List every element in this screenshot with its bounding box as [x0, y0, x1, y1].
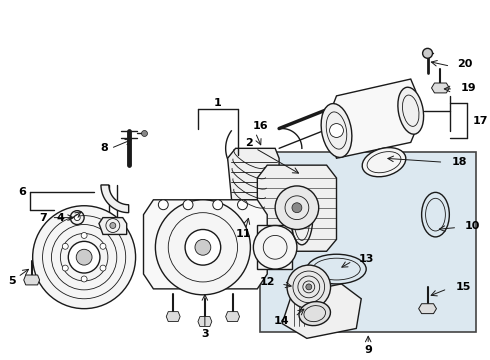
Text: 4: 4 — [56, 213, 64, 222]
Text: 18: 18 — [451, 157, 467, 167]
Circle shape — [43, 216, 126, 299]
Text: 11: 11 — [236, 229, 251, 239]
Circle shape — [292, 203, 302, 213]
Circle shape — [253, 225, 297, 269]
Circle shape — [81, 233, 87, 238]
Ellipse shape — [313, 258, 360, 280]
Circle shape — [158, 200, 168, 210]
Circle shape — [422, 48, 433, 58]
Text: 19: 19 — [460, 83, 476, 93]
Polygon shape — [282, 284, 361, 338]
Text: 14: 14 — [273, 316, 289, 325]
Circle shape — [142, 131, 147, 136]
Circle shape — [74, 215, 80, 221]
Polygon shape — [24, 275, 40, 285]
Circle shape — [51, 225, 117, 290]
Circle shape — [287, 265, 331, 309]
Circle shape — [76, 249, 92, 265]
Circle shape — [62, 265, 68, 271]
Circle shape — [275, 186, 319, 229]
Text: 8: 8 — [100, 143, 108, 153]
Circle shape — [213, 200, 222, 210]
Polygon shape — [418, 304, 437, 314]
Circle shape — [81, 276, 87, 282]
Text: 20: 20 — [457, 59, 473, 69]
Text: 9: 9 — [364, 345, 372, 355]
Text: 10: 10 — [465, 221, 481, 230]
Text: 1: 1 — [214, 98, 221, 108]
Circle shape — [60, 233, 108, 281]
Text: 16: 16 — [252, 121, 268, 131]
Text: 12: 12 — [260, 277, 275, 287]
Circle shape — [238, 200, 247, 210]
Polygon shape — [166, 312, 180, 321]
Circle shape — [195, 239, 211, 255]
Polygon shape — [101, 185, 129, 213]
Ellipse shape — [362, 148, 406, 177]
Ellipse shape — [398, 87, 423, 134]
Circle shape — [33, 206, 136, 309]
Text: 17: 17 — [473, 116, 489, 126]
Circle shape — [110, 222, 116, 229]
Circle shape — [100, 265, 106, 271]
Polygon shape — [228, 148, 279, 200]
Circle shape — [100, 243, 106, 249]
Polygon shape — [198, 316, 212, 327]
Polygon shape — [257, 225, 292, 269]
Bar — [260, 152, 476, 332]
Circle shape — [185, 229, 220, 265]
Ellipse shape — [426, 198, 445, 231]
Circle shape — [68, 241, 100, 273]
Ellipse shape — [299, 302, 330, 326]
Text: 7: 7 — [40, 213, 48, 222]
Ellipse shape — [321, 104, 352, 157]
Text: 3: 3 — [201, 329, 209, 339]
Polygon shape — [332, 79, 416, 158]
Circle shape — [62, 243, 68, 249]
Polygon shape — [257, 165, 337, 251]
Circle shape — [330, 123, 343, 138]
Text: 2: 2 — [245, 138, 253, 148]
Circle shape — [306, 284, 312, 290]
Polygon shape — [432, 83, 449, 93]
Polygon shape — [226, 312, 240, 321]
Circle shape — [168, 213, 238, 282]
Text: 6: 6 — [18, 187, 25, 197]
Circle shape — [155, 200, 250, 295]
Circle shape — [183, 200, 193, 210]
Text: 15: 15 — [455, 282, 471, 292]
Ellipse shape — [421, 192, 449, 237]
Text: 13: 13 — [358, 254, 374, 264]
Ellipse shape — [307, 254, 366, 284]
Text: 5: 5 — [8, 276, 16, 286]
Polygon shape — [144, 200, 267, 289]
Polygon shape — [99, 217, 127, 234]
